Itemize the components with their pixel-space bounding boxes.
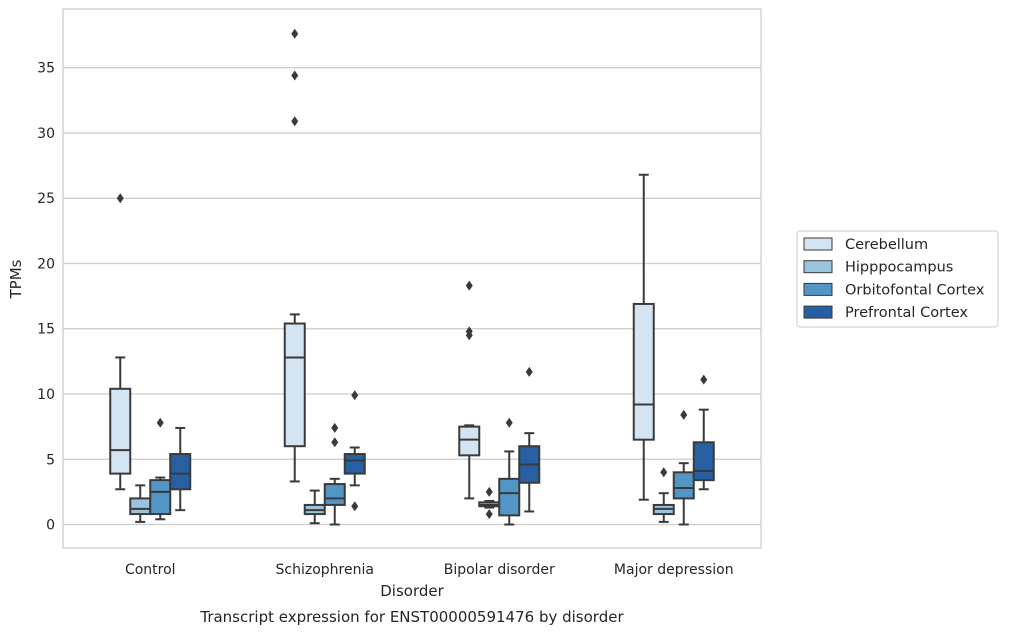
outlier-point <box>465 280 473 291</box>
legend-label: Orbitofontal Cortex <box>845 282 985 298</box>
box <box>498 477 521 517</box>
legend-swatch <box>803 237 833 251</box>
box-group <box>672 409 695 526</box>
box-group <box>323 422 346 526</box>
box-group <box>458 280 481 500</box>
box-group <box>632 173 655 501</box>
y-tick-label: 25 <box>37 191 55 207</box>
outlier-point <box>351 501 359 512</box>
legend: Cerebellum Hipppocampus Orbitofontal Corte… <box>796 230 999 328</box>
x-tick-label: Bipolar disorder <box>444 562 555 578</box>
legend-swatch <box>803 260 833 274</box>
box-group <box>652 467 675 523</box>
y-tick-label: 30 <box>37 126 55 142</box>
x-tick-label: Schizophrenia <box>276 562 374 578</box>
outlier-point <box>485 509 493 520</box>
plot-frame <box>62 8 762 549</box>
box <box>149 479 172 516</box>
x-tick-labels: Control Schizophrenia Bipolar disorder Majo… <box>125 562 734 578</box>
box <box>169 453 192 491</box>
outlier-point <box>291 116 299 127</box>
outlier-point <box>505 417 513 428</box>
legend-label: Prefrontal Cortex <box>845 305 968 321</box>
legend-label: Cerebellum <box>845 237 928 253</box>
box-group <box>283 28 306 483</box>
legend-swatch <box>803 305 833 319</box>
box-group <box>498 417 521 526</box>
gridlines <box>63 67 761 526</box>
box <box>672 471 695 500</box>
y-tick-label: 0 <box>46 518 55 534</box>
legend-swatch <box>803 282 833 296</box>
outlier-point <box>116 193 124 204</box>
box-group <box>303 489 326 525</box>
y-tick-label: 10 <box>37 387 55 403</box>
box-group <box>129 484 152 523</box>
y-tick-label: 35 <box>37 61 55 77</box>
box <box>109 387 132 475</box>
y-axis-label: TPMs <box>7 259 25 299</box>
outlier-point <box>680 409 688 420</box>
outlier-point <box>291 28 299 39</box>
y-tick-label: 15 <box>37 322 55 338</box>
box-group <box>109 193 132 491</box>
y-tick-label: 5 <box>46 452 55 468</box>
x-tick-label: Control <box>125 562 176 578</box>
outlier-point <box>291 70 299 81</box>
outlier-point <box>351 390 359 401</box>
legend-label: Hipppocampus <box>845 260 953 276</box>
outlier-point <box>660 467 668 478</box>
box <box>283 322 306 448</box>
outlier-point <box>331 437 339 448</box>
box-group <box>169 426 192 512</box>
box-group <box>343 390 366 512</box>
x-tick-label: Major depression <box>614 562 734 578</box>
box-group <box>478 486 501 520</box>
box <box>458 425 481 457</box>
outlier-point <box>331 422 339 433</box>
outlier-point <box>156 417 164 428</box>
y-tick-label: 20 <box>37 256 55 272</box>
box-group <box>149 417 172 521</box>
outlier-point <box>465 326 473 337</box>
x-axis-label: Disorder <box>380 582 444 600</box>
box-group <box>518 366 541 513</box>
outlier-point <box>525 366 533 377</box>
chart-caption: Transcript expression for ENST0000059147… <box>199 608 624 626</box>
box <box>632 302 655 441</box>
box-series <box>109 28 715 526</box>
box <box>323 483 346 506</box>
box-group <box>692 374 715 491</box>
outlier-point <box>700 374 708 385</box>
y-tick-labels: 0 5 10 15 20 25 30 35 <box>37 61 55 534</box>
legend-frame <box>796 230 999 328</box>
outlier-point <box>485 486 493 497</box>
box <box>129 497 152 516</box>
box <box>692 441 715 482</box>
box <box>343 453 366 475</box>
